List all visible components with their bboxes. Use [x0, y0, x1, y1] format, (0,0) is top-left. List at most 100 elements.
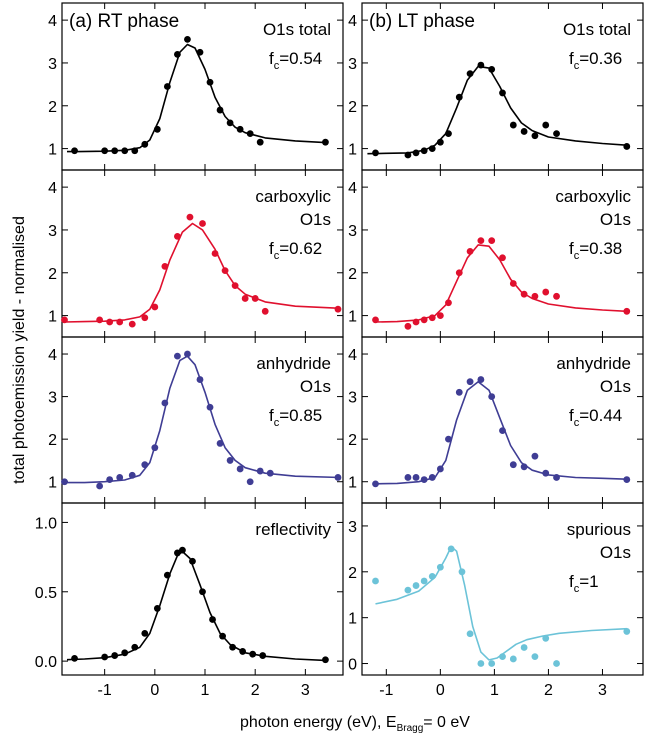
- y-tick-label: 2: [348, 266, 357, 283]
- data-point: [372, 316, 379, 324]
- data-point: [141, 140, 149, 148]
- data-point: [96, 316, 104, 324]
- data-point: [488, 660, 496, 667]
- data-point: [259, 652, 267, 659]
- data-point: [420, 316, 428, 324]
- data-point: [553, 130, 560, 138]
- fc-value: =1: [579, 572, 598, 591]
- y-tick-label: 3: [348, 223, 357, 240]
- data-point: [256, 467, 264, 475]
- data-point: [153, 125, 161, 133]
- data-point: [141, 314, 149, 322]
- data-point: [420, 476, 428, 483]
- data-point: [236, 465, 244, 473]
- x-tick-label: 1: [201, 682, 210, 699]
- panel-header: (b) LT phase: [369, 11, 475, 32]
- data-point: [141, 629, 149, 637]
- data-point: [334, 305, 342, 313]
- fc-subscript: c: [274, 417, 280, 429]
- data-point: [420, 577, 428, 585]
- panel-annotation: O1s: [600, 210, 631, 229]
- y-tick-label: 4: [48, 13, 57, 30]
- data-point: [61, 316, 68, 324]
- panel-annotation: O1s: [300, 210, 331, 229]
- y-tick-label: 1.0: [35, 515, 57, 532]
- data-point: [404, 474, 412, 481]
- data-point: [455, 388, 463, 396]
- data-point: [184, 35, 191, 43]
- data-point: [542, 469, 550, 477]
- data-point: [131, 147, 139, 155]
- data-point: [531, 653, 539, 661]
- fc-value: =0.36: [579, 49, 622, 68]
- data-point: [520, 290, 528, 298]
- y-tick-label: 0: [348, 657, 357, 674]
- data-point: [623, 628, 631, 635]
- data-point: [412, 474, 420, 481]
- data-point: [428, 145, 436, 152]
- data-point: [445, 299, 452, 307]
- x-tick-label: 0: [436, 682, 445, 699]
- data-point: [322, 138, 329, 146]
- data-point: [206, 403, 214, 411]
- data-point: [488, 237, 496, 245]
- data-point: [458, 568, 466, 576]
- data-point: [106, 476, 114, 483]
- x-tick-label: -1: [98, 682, 112, 699]
- data-point: [509, 655, 517, 663]
- fc-subscript: c: [274, 250, 280, 262]
- data-point: [542, 288, 550, 296]
- data-point: [196, 376, 204, 383]
- data-point: [221, 267, 229, 275]
- data-point: [420, 147, 428, 155]
- data-point: [189, 557, 196, 565]
- panel-annotation: O1s total: [563, 20, 631, 39]
- data-point: [623, 476, 631, 483]
- data-point: [116, 318, 124, 326]
- data-point: [246, 478, 254, 486]
- y-tick-label: 2: [348, 565, 357, 582]
- data-point: [161, 262, 169, 270]
- panel-2: 1 2 3 4 (b) LT phase O1s total fc=0.36: [348, 2, 644, 171]
- data-point: [236, 125, 244, 133]
- data-point: [226, 119, 234, 127]
- data-point: [196, 48, 204, 56]
- fc-label: fc=0.36: [569, 49, 622, 72]
- data-point: [96, 482, 104, 490]
- data-point: [509, 461, 517, 469]
- data-point: [436, 465, 444, 473]
- data-point: [553, 292, 560, 300]
- data-point: [466, 70, 474, 78]
- data-point: [174, 232, 181, 240]
- fc-value: =0.54: [279, 49, 322, 68]
- y-tick-label: 3: [48, 223, 57, 240]
- data-point: [61, 478, 68, 486]
- data-point: [488, 393, 496, 400]
- panel-5: 1 2 3 4 anhydride O1s fc=0.85: [48, 336, 344, 504]
- data-point: [141, 461, 149, 469]
- data-point: [334, 474, 342, 481]
- data-point: [428, 314, 436, 322]
- y-tick-label: 2: [48, 432, 57, 449]
- data-point: [499, 427, 506, 435]
- data-point: [404, 586, 412, 594]
- data-point: [404, 322, 412, 330]
- x-tick-label: 2: [544, 682, 553, 699]
- panel-6: 1 2 3 4 anhydride O1s fc=0.44: [348, 336, 644, 504]
- data-point: [412, 149, 420, 157]
- data-point: [184, 350, 191, 358]
- panel-annotation: carboxylic: [255, 187, 331, 206]
- data-point: [211, 250, 219, 257]
- x-axis-label-subscript: Bragg: [396, 723, 424, 735]
- data-point: [404, 151, 412, 159]
- fc-label: fc=1: [569, 572, 599, 595]
- panel-header: (a) RT phase: [69, 11, 179, 32]
- data-point: [241, 295, 249, 302]
- fc-label: fc=0.38: [569, 239, 622, 262]
- data-point: [542, 121, 550, 129]
- data-point: [71, 147, 78, 155]
- fc-symbol: f: [269, 239, 274, 258]
- fc-subscript: c: [274, 60, 280, 72]
- data-point: [372, 149, 379, 157]
- fit-curve: [367, 65, 627, 155]
